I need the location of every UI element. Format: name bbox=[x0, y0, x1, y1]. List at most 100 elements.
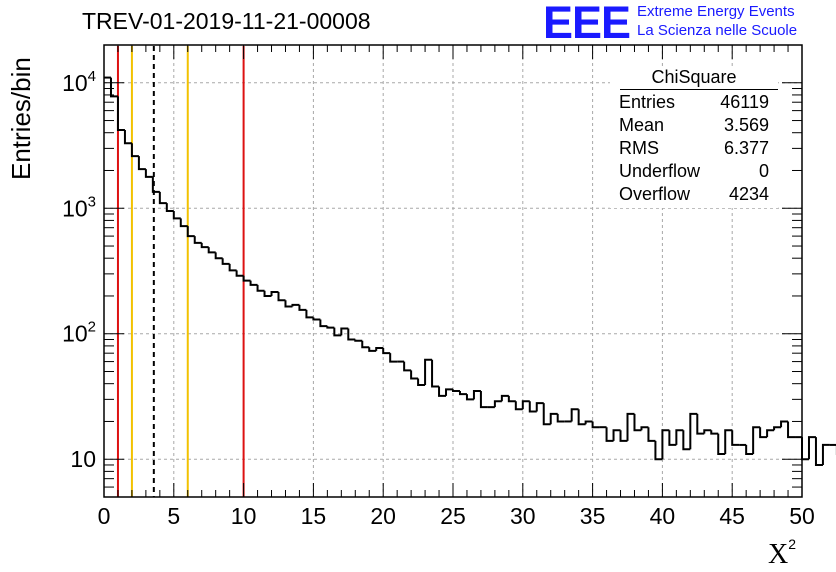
y-tick-label: 104 bbox=[62, 68, 96, 96]
histogram-bin bbox=[675, 429, 684, 445]
histogram-bin bbox=[633, 413, 642, 432]
histogram-bin bbox=[221, 258, 230, 265]
histogram-bin bbox=[535, 402, 544, 412]
histogram-bin bbox=[759, 427, 768, 439]
histogram-bin bbox=[479, 390, 488, 409]
histogram-bin bbox=[263, 290, 272, 297]
histogram-bin bbox=[354, 339, 363, 342]
histogram-bin bbox=[431, 359, 440, 388]
histogram-bin bbox=[493, 400, 502, 408]
logo-subtitle-1: Extreme Energy Events bbox=[637, 3, 795, 20]
histogram-bin bbox=[766, 429, 775, 438]
histogram-bin bbox=[235, 270, 244, 277]
histogram-bin bbox=[284, 300, 293, 308]
x-tick-label: 10 bbox=[231, 503, 257, 529]
x-tick-label: 45 bbox=[719, 503, 745, 529]
histogram-bin bbox=[193, 236, 202, 244]
histogram-bin bbox=[821, 443, 830, 465]
histogram-bin bbox=[814, 437, 823, 466]
x-tick-label: 40 bbox=[650, 503, 676, 529]
histogram-bin bbox=[130, 143, 139, 158]
run-title: TREV-01-2019-11-21-00008 bbox=[82, 8, 371, 34]
histogram-bin bbox=[612, 429, 621, 441]
histogram-bin bbox=[109, 77, 118, 98]
stats-box: ChiSquare Entries 46119 Mean 3.569 RMS 6… bbox=[610, 67, 778, 208]
x-tick-label: 5 bbox=[167, 503, 180, 529]
stats-key: Overflow bbox=[619, 184, 691, 204]
histogram-bin bbox=[465, 394, 474, 401]
histogram-bin bbox=[165, 203, 174, 213]
eee-logo: EEE bbox=[543, 0, 631, 48]
x-tick-label: 15 bbox=[301, 503, 327, 529]
histogram-bin bbox=[710, 430, 719, 435]
histogram-bin bbox=[745, 444, 754, 456]
histogram-bin bbox=[696, 413, 705, 435]
histogram-bin bbox=[179, 218, 188, 228]
histogram-bin bbox=[214, 252, 223, 260]
histogram-bin bbox=[807, 436, 816, 460]
histogram-bin bbox=[326, 326, 335, 329]
histogram-bin bbox=[689, 412, 698, 450]
histogram-bin bbox=[277, 292, 286, 302]
histogram-bin bbox=[717, 433, 726, 456]
histogram-bin bbox=[619, 430, 628, 442]
histogram-bin bbox=[312, 317, 321, 321]
stats-key: RMS bbox=[619, 138, 659, 158]
x-tick-label: 25 bbox=[440, 503, 466, 529]
histogram-bin bbox=[521, 400, 530, 410]
histogram-bin bbox=[158, 191, 167, 205]
stats-row-underflow: Underflow 0 bbox=[619, 161, 769, 183]
histogram-bin bbox=[452, 389, 460, 392]
histogram-bin bbox=[228, 263, 237, 272]
histogram-bin bbox=[577, 409, 586, 426]
histogram-bin bbox=[528, 401, 537, 413]
histogram-bin bbox=[249, 280, 258, 286]
histogram-bin bbox=[605, 427, 614, 442]
histogram-bin bbox=[703, 429, 712, 434]
histogram-bin bbox=[584, 420, 593, 425]
histogram-bin bbox=[291, 303, 300, 307]
histogram-bin bbox=[151, 176, 160, 193]
y-tick-label: 103 bbox=[62, 193, 96, 221]
y-tick-base: 10 bbox=[62, 195, 88, 221]
histogram-bin bbox=[654, 440, 663, 461]
histogram-bin bbox=[752, 426, 761, 455]
x-tick-label: 35 bbox=[580, 503, 606, 529]
histogram-bin bbox=[186, 226, 195, 238]
histogram-bin bbox=[410, 370, 419, 380]
stats-value: 4234 bbox=[728, 184, 769, 204]
histogram-bin bbox=[207, 247, 216, 254]
stats-value: 3.569 bbox=[723, 115, 769, 135]
stats-key: Underflow bbox=[619, 161, 701, 181]
stats-value: 0 bbox=[758, 161, 769, 181]
histogram-bin bbox=[172, 211, 181, 220]
histogram-bin bbox=[417, 378, 426, 387]
histogram-bin bbox=[647, 427, 656, 442]
histogram-bin bbox=[137, 156, 146, 171]
grid bbox=[103, 45, 803, 497]
y-tick-label: 10 bbox=[70, 446, 96, 472]
stats-row-mean: Mean 3.569 bbox=[619, 115, 769, 137]
histogram-bin bbox=[507, 395, 516, 403]
y-tick-exponent: 3 bbox=[88, 193, 96, 210]
y-tick-label: 102 bbox=[62, 319, 96, 347]
x-tick-label: 20 bbox=[370, 503, 396, 529]
stats-row-rms: RMS 6.377 bbox=[619, 138, 769, 160]
x-axis-label-exponent: 2 bbox=[788, 536, 797, 552]
histogram-bin bbox=[298, 304, 307, 311]
x-tick-label: 0 bbox=[98, 503, 111, 529]
histogram-bin bbox=[731, 430, 740, 446]
histogram-bin bbox=[542, 403, 551, 426]
y-tick-base: 10 bbox=[62, 321, 88, 347]
histogram-bin bbox=[200, 242, 209, 249]
histogram-bin bbox=[270, 291, 279, 296]
histogram-bin bbox=[787, 421, 796, 439]
x-tick-label: 50 bbox=[789, 503, 815, 529]
histogram-bin bbox=[347, 328, 356, 341]
histogram-bin bbox=[626, 412, 635, 441]
histogram-bin bbox=[661, 429, 670, 460]
histogram-bin bbox=[116, 96, 125, 132]
stats-key: Entries bbox=[619, 92, 676, 112]
histogram-bin bbox=[773, 426, 782, 431]
y-tick-exponent: 2 bbox=[88, 319, 96, 336]
